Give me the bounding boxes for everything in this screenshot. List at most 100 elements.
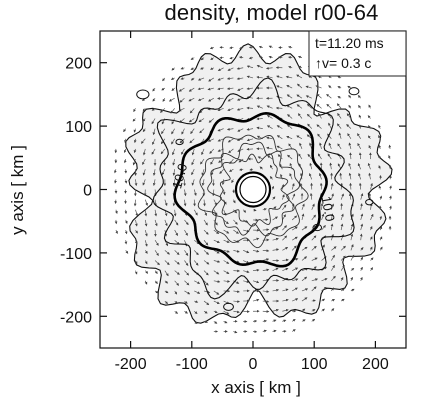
velocity-arrow [236, 97, 244, 101]
velocity-arrow [378, 124, 381, 129]
velocity-arrow [331, 193, 334, 200]
velocity-arrow [369, 226, 373, 231]
velocity-arrow [203, 260, 210, 265]
velocity-arrow [184, 219, 189, 226]
velocity-arrow [301, 246, 308, 251]
velocity-arrow [213, 300, 220, 304]
velocity-arrow [268, 45, 273, 49]
velocity-arrow [213, 239, 220, 243]
velocity-arrow [180, 66, 185, 70]
velocity-arrow [321, 286, 327, 292]
velocity-arrow [207, 138, 214, 142]
velocity-arrow [266, 125, 273, 129]
velocity-arrow [223, 229, 230, 234]
velocity-arrow [301, 203, 305, 210]
velocity-arrow [124, 219, 128, 224]
velocity-arrow [282, 267, 289, 271]
velocity-arrow [369, 236, 373, 241]
velocity-arrow [286, 135, 293, 140]
velocity-arrow [203, 270, 209, 276]
velocity-arrow [268, 55, 273, 59]
velocity-arrow [154, 270, 158, 275]
contour-middle [152, 77, 355, 300]
velocity-arrow [172, 179, 176, 187]
velocity-arrow [321, 213, 325, 221]
velocity-arrow [282, 247, 289, 251]
velocity-arrow [221, 179, 225, 186]
velocity-arrow [239, 46, 244, 50]
velocity-arrow [217, 67, 224, 71]
velocity-arrow [256, 126, 263, 130]
velocity-arrow [124, 138, 127, 144]
velocity-arrow [262, 258, 270, 261]
velocity-arrow [160, 148, 166, 155]
velocity-arrow [174, 229, 178, 237]
velocity-arrow [256, 105, 263, 109]
velocity-arrow [171, 128, 175, 135]
velocity-arrow [282, 319, 287, 323]
velocity-arrow [213, 219, 218, 226]
velocity-arrow [181, 148, 185, 155]
velocity-arrow [134, 219, 138, 227]
velocity-arrow [132, 158, 136, 166]
velocity-arrow [378, 144, 382, 150]
velocity-arrow [174, 290, 178, 295]
velocity-arrow [346, 124, 352, 129]
velocity-arrow [358, 104, 361, 109]
velocity-arrow [133, 128, 137, 133]
velocity-arrow [217, 138, 224, 142]
velocity-arrow [197, 87, 205, 91]
velocity-arrow [184, 290, 191, 295]
velocity-arrow [133, 138, 137, 144]
velocity-arrow [360, 193, 364, 200]
velocity-arrow [227, 97, 234, 102]
velocity-arrow [358, 114, 362, 119]
velocity-arrow [203, 219, 208, 226]
velocity-arrow [179, 138, 185, 144]
velocity-arrow [203, 320, 209, 324]
velocity-arrow [311, 286, 317, 292]
velocity-arrow [367, 162, 371, 170]
velocity-arrow [198, 118, 205, 123]
velocity-arrow [360, 223, 364, 231]
velocity-arrow [174, 300, 178, 304]
velocity-arrow [370, 267, 374, 271]
x-tick-label: 0 [249, 356, 258, 373]
velocity-arrow [184, 250, 189, 256]
velocity-arrow [370, 182, 373, 190]
velocity-arrow [282, 235, 288, 241]
velocity-arrow [360, 247, 364, 251]
velocity-arrow [190, 67, 195, 70]
velocity-arrow [340, 223, 344, 231]
velocity-arrow [246, 138, 254, 142]
velocity-arrow [190, 77, 195, 81]
velocity-arrow [262, 249, 270, 253]
velocity-arrow [289, 173, 293, 180]
velocity-arrow [272, 227, 279, 231]
velocity-arrow [228, 148, 234, 154]
velocity-arrow [291, 319, 296, 322]
velocity-arrow [154, 219, 158, 227]
velocity-arrow [184, 300, 188, 304]
velocity-arrow [233, 300, 240, 303]
velocity-arrow [252, 208, 257, 212]
velocity-arrow [183, 189, 187, 197]
velocity-arrow [368, 172, 372, 180]
velocity-arrow [272, 237, 279, 241]
velocity-arrow [336, 103, 342, 109]
velocity-arrow [252, 249, 260, 253]
velocity-arrow [217, 108, 224, 112]
velocity-arrow [161, 128, 166, 135]
velocity-arrow [272, 288, 280, 292]
velocity-arrow [359, 124, 362, 129]
velocity-arrow [191, 169, 195, 176]
velocity-arrow [208, 118, 215, 123]
velocity-arrow [252, 268, 260, 272]
velocity-arrow [256, 117, 263, 121]
velocity-arrow [291, 329, 296, 332]
velocity-arrow [330, 182, 334, 190]
velocity-arrow [140, 138, 146, 144]
velocity-arrow [164, 250, 170, 255]
velocity-arrow [203, 290, 211, 294]
